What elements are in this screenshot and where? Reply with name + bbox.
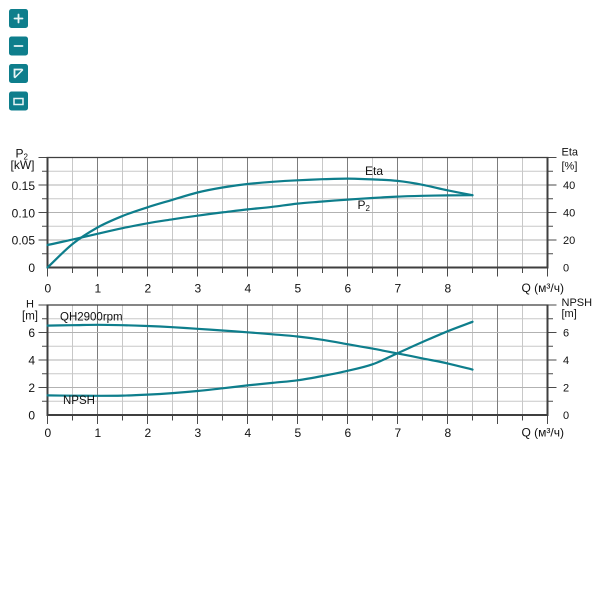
svg-text:3: 3 <box>194 282 201 296</box>
svg-text:2: 2 <box>144 282 151 296</box>
svg-text:7: 7 <box>394 426 401 440</box>
svg-text:3: 3 <box>194 426 201 440</box>
svg-text:Q (м³/ч): Q (м³/ч) <box>522 281 565 295</box>
svg-text:4: 4 <box>244 282 251 296</box>
svg-text:NPSH: NPSH <box>63 395 95 407</box>
svg-text:6: 6 <box>563 327 569 339</box>
svg-text:8: 8 <box>444 426 451 440</box>
svg-text:0.10: 0.10 <box>12 206 36 220</box>
svg-text:2: 2 <box>28 381 35 395</box>
svg-text:4: 4 <box>28 353 35 367</box>
svg-text:2: 2 <box>563 382 569 394</box>
svg-text:4: 4 <box>563 355 569 367</box>
svg-text:1: 1 <box>94 426 101 440</box>
svg-text:0: 0 <box>28 408 35 422</box>
svg-text:0: 0 <box>563 410 569 422</box>
svg-text:0: 0 <box>44 282 51 296</box>
svg-text:40: 40 <box>563 180 575 192</box>
svg-text:0.15: 0.15 <box>12 179 36 193</box>
svg-text:[m]: [m] <box>562 308 577 320</box>
svg-text:Eta: Eta <box>365 164 383 178</box>
svg-text:0: 0 <box>563 262 569 274</box>
svg-text:5: 5 <box>294 282 301 296</box>
svg-text:4: 4 <box>244 426 251 440</box>
svg-text:6: 6 <box>28 326 35 340</box>
svg-text:20: 20 <box>563 235 575 247</box>
svg-text:7: 7 <box>394 282 401 296</box>
svg-text:0: 0 <box>28 261 35 275</box>
svg-text:Eta: Eta <box>562 147 579 159</box>
svg-text:QH2900rpm: QH2900rpm <box>60 312 123 324</box>
svg-text:NPSH: NPSH <box>562 297 593 309</box>
svg-text:0: 0 <box>44 426 51 440</box>
svg-text:0.05: 0.05 <box>12 234 36 248</box>
svg-text:H: H <box>26 299 34 311</box>
svg-text:[m]: [m] <box>22 310 38 322</box>
svg-text:[%]: [%] <box>562 160 578 172</box>
svg-text:5: 5 <box>294 426 301 440</box>
svg-text:8: 8 <box>444 282 451 296</box>
svg-text:40: 40 <box>563 207 575 219</box>
svg-text:6: 6 <box>344 282 351 296</box>
svg-text:1: 1 <box>94 282 101 296</box>
svg-text:6: 6 <box>344 426 351 440</box>
svg-text:[kW]: [kW] <box>11 158 35 172</box>
svg-text:Q (м³/ч): Q (м³/ч) <box>522 426 565 440</box>
svg-text:2: 2 <box>144 426 151 440</box>
